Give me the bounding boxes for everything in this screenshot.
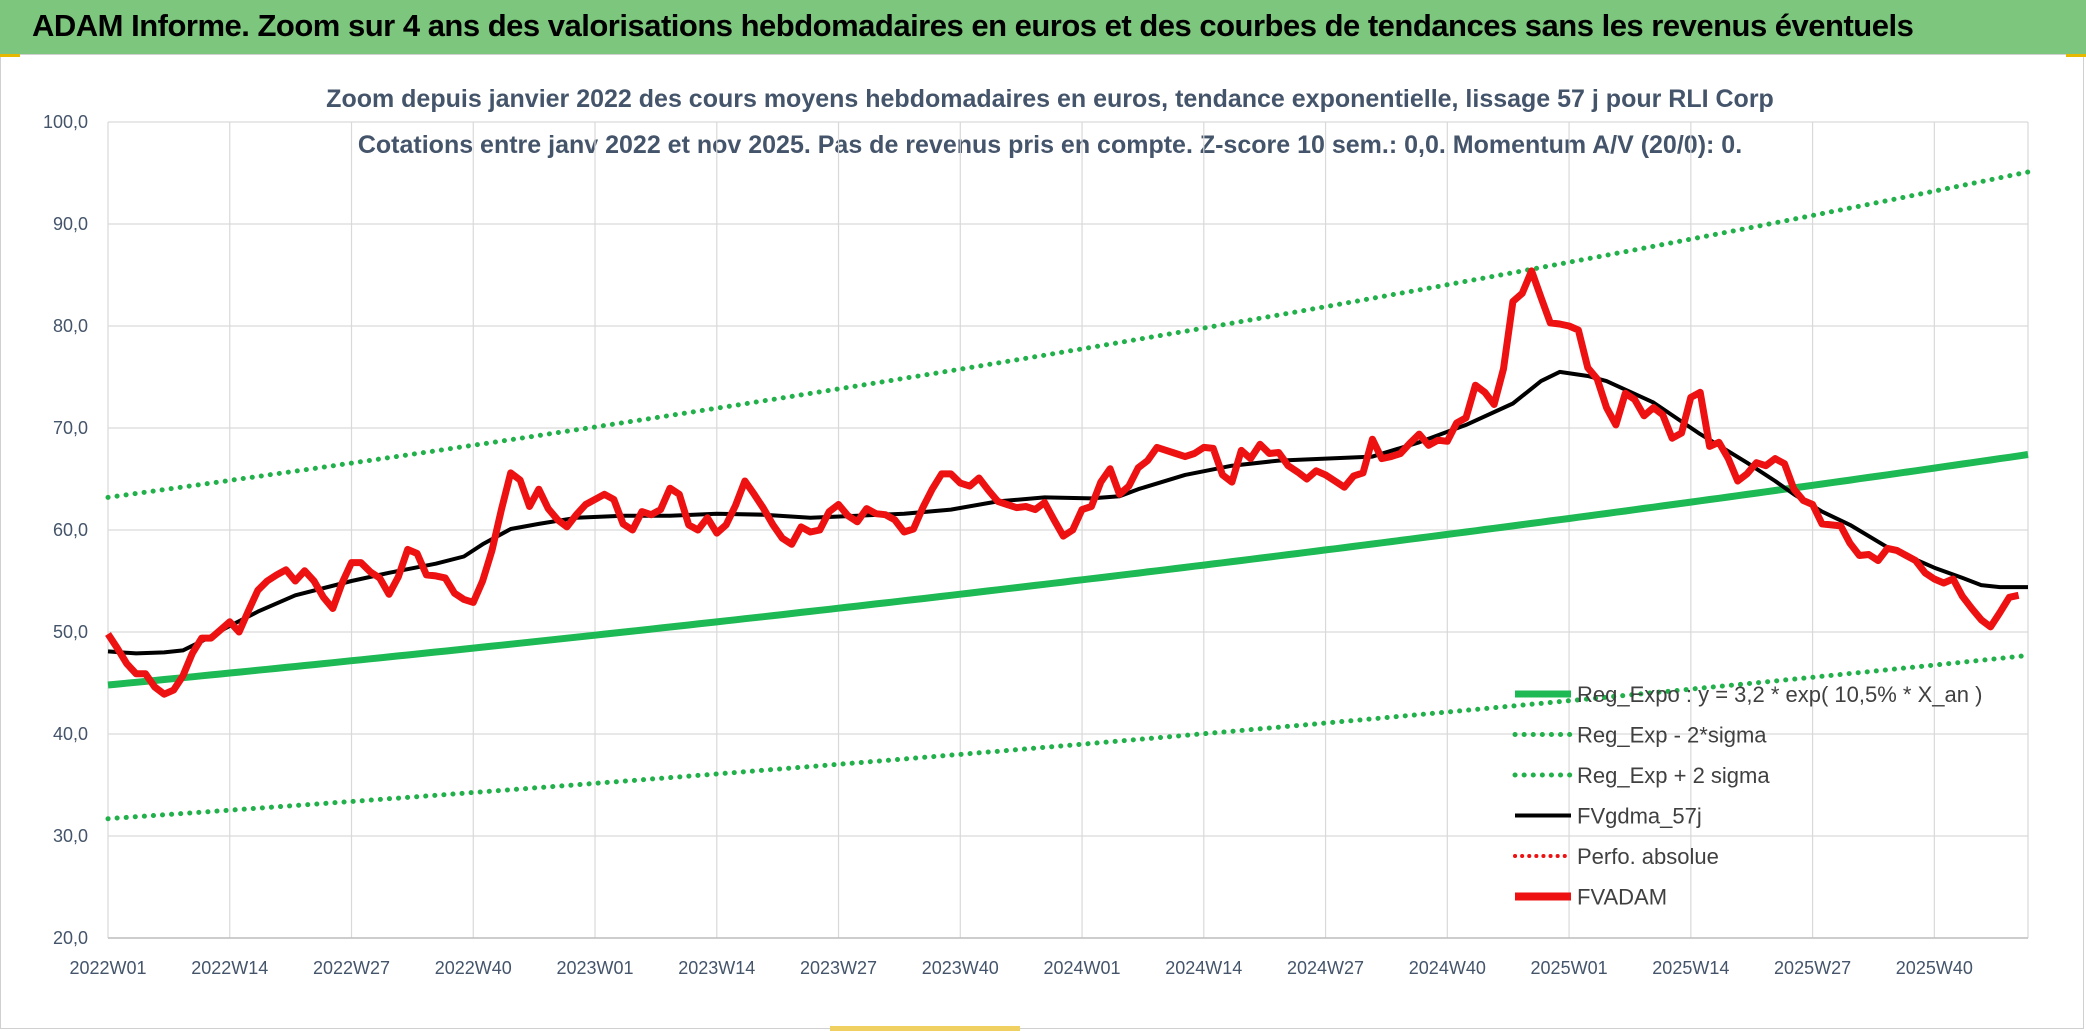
x-tick-label: 2025W27 [1774, 958, 1851, 978]
x-tick-label: 2025W01 [1531, 958, 1608, 978]
legend-label: Reg_Exp + 2 sigma [1577, 763, 1770, 788]
legend: Reg_Expo : y = 3,2 * exp( 10,5% * X_an )… [1512, 682, 1982, 910]
x-tick-label: 2023W01 [556, 958, 633, 978]
x-tick-label: 2024W27 [1287, 958, 1364, 978]
series-reg-exp-plus-2sigma [105, 169, 2031, 500]
legend-label: Reg_Expo : y = 3,2 * exp( 10,5% * X_an ) [1577, 682, 1982, 707]
x-tick-label: 2022W27 [313, 958, 390, 978]
grid [107, 121, 2029, 939]
y-axis: 20,0 30,0 40,0 50,0 60,0 70,0 80,0 90,0 100,0 [43, 112, 88, 948]
page-title: ADAM Informe. Zoom sur 4 ans des valoris… [32, 8, 1914, 43]
legend-label: Perfo. absolue [1577, 844, 1719, 869]
y-tick-label: 70,0 [53, 418, 88, 438]
y-tick-label: 90,0 [53, 214, 88, 234]
x-tick-label: 2023W40 [922, 958, 999, 978]
series-fvgdma-57j [107, 369, 2028, 656]
bottom-accent [830, 1026, 1020, 1031]
chart-title-line1: Zoom depuis janvier 2022 des cours moyen… [326, 85, 1774, 113]
y-tick-label: 60,0 [53, 520, 88, 540]
y-tick-label: 80,0 [53, 316, 88, 336]
y-tick-label: 30,0 [53, 826, 88, 846]
x-tick-label: 2022W01 [69, 958, 146, 978]
legend-label: Reg_Exp - 2*sigma [1577, 723, 1767, 748]
corner-accent-left [0, 54, 20, 57]
legend-label: FVADAM [1577, 885, 1667, 910]
series-fvadam [105, 267, 2020, 698]
chart-frame [0, 54, 2084, 1029]
x-tick-label: 2025W14 [1652, 958, 1729, 978]
x-tick-label: 2022W14 [191, 958, 268, 978]
x-tick-label: 2022W40 [435, 958, 512, 978]
y-tick-label: 50,0 [53, 622, 88, 642]
series-reg-expo [107, 451, 2029, 689]
x-tick-label: 2024W40 [1409, 958, 1486, 978]
x-tick-label: 2023W27 [800, 958, 877, 978]
legend-label: FVgdma_57j [1577, 804, 1702, 829]
x-tick-label: 2024W14 [1165, 958, 1242, 978]
header-banner: ADAM Informe. Zoom sur 4 ans des valoris… [0, 0, 2086, 55]
y-tick-label: 100,0 [43, 112, 88, 132]
x-tick-label: 2024W01 [1044, 958, 1121, 978]
x-axis: 2022W01 2022W14 2022W27 2022W40 2023W01 2023W… [69, 958, 1972, 978]
y-tick-label: 40,0 [53, 724, 88, 744]
series-reg-exp-minus-2sigma [105, 653, 2031, 822]
x-tick-label: 2025W40 [1896, 958, 1973, 978]
series-group [105, 169, 2031, 822]
chart-title-line2: Cotations entre janv 2022 et nov 2025. P… [358, 131, 1742, 159]
y-tick-label: 20,0 [53, 928, 88, 948]
x-tick-label: 2023W14 [678, 958, 755, 978]
corner-accent-right [2066, 54, 2086, 57]
